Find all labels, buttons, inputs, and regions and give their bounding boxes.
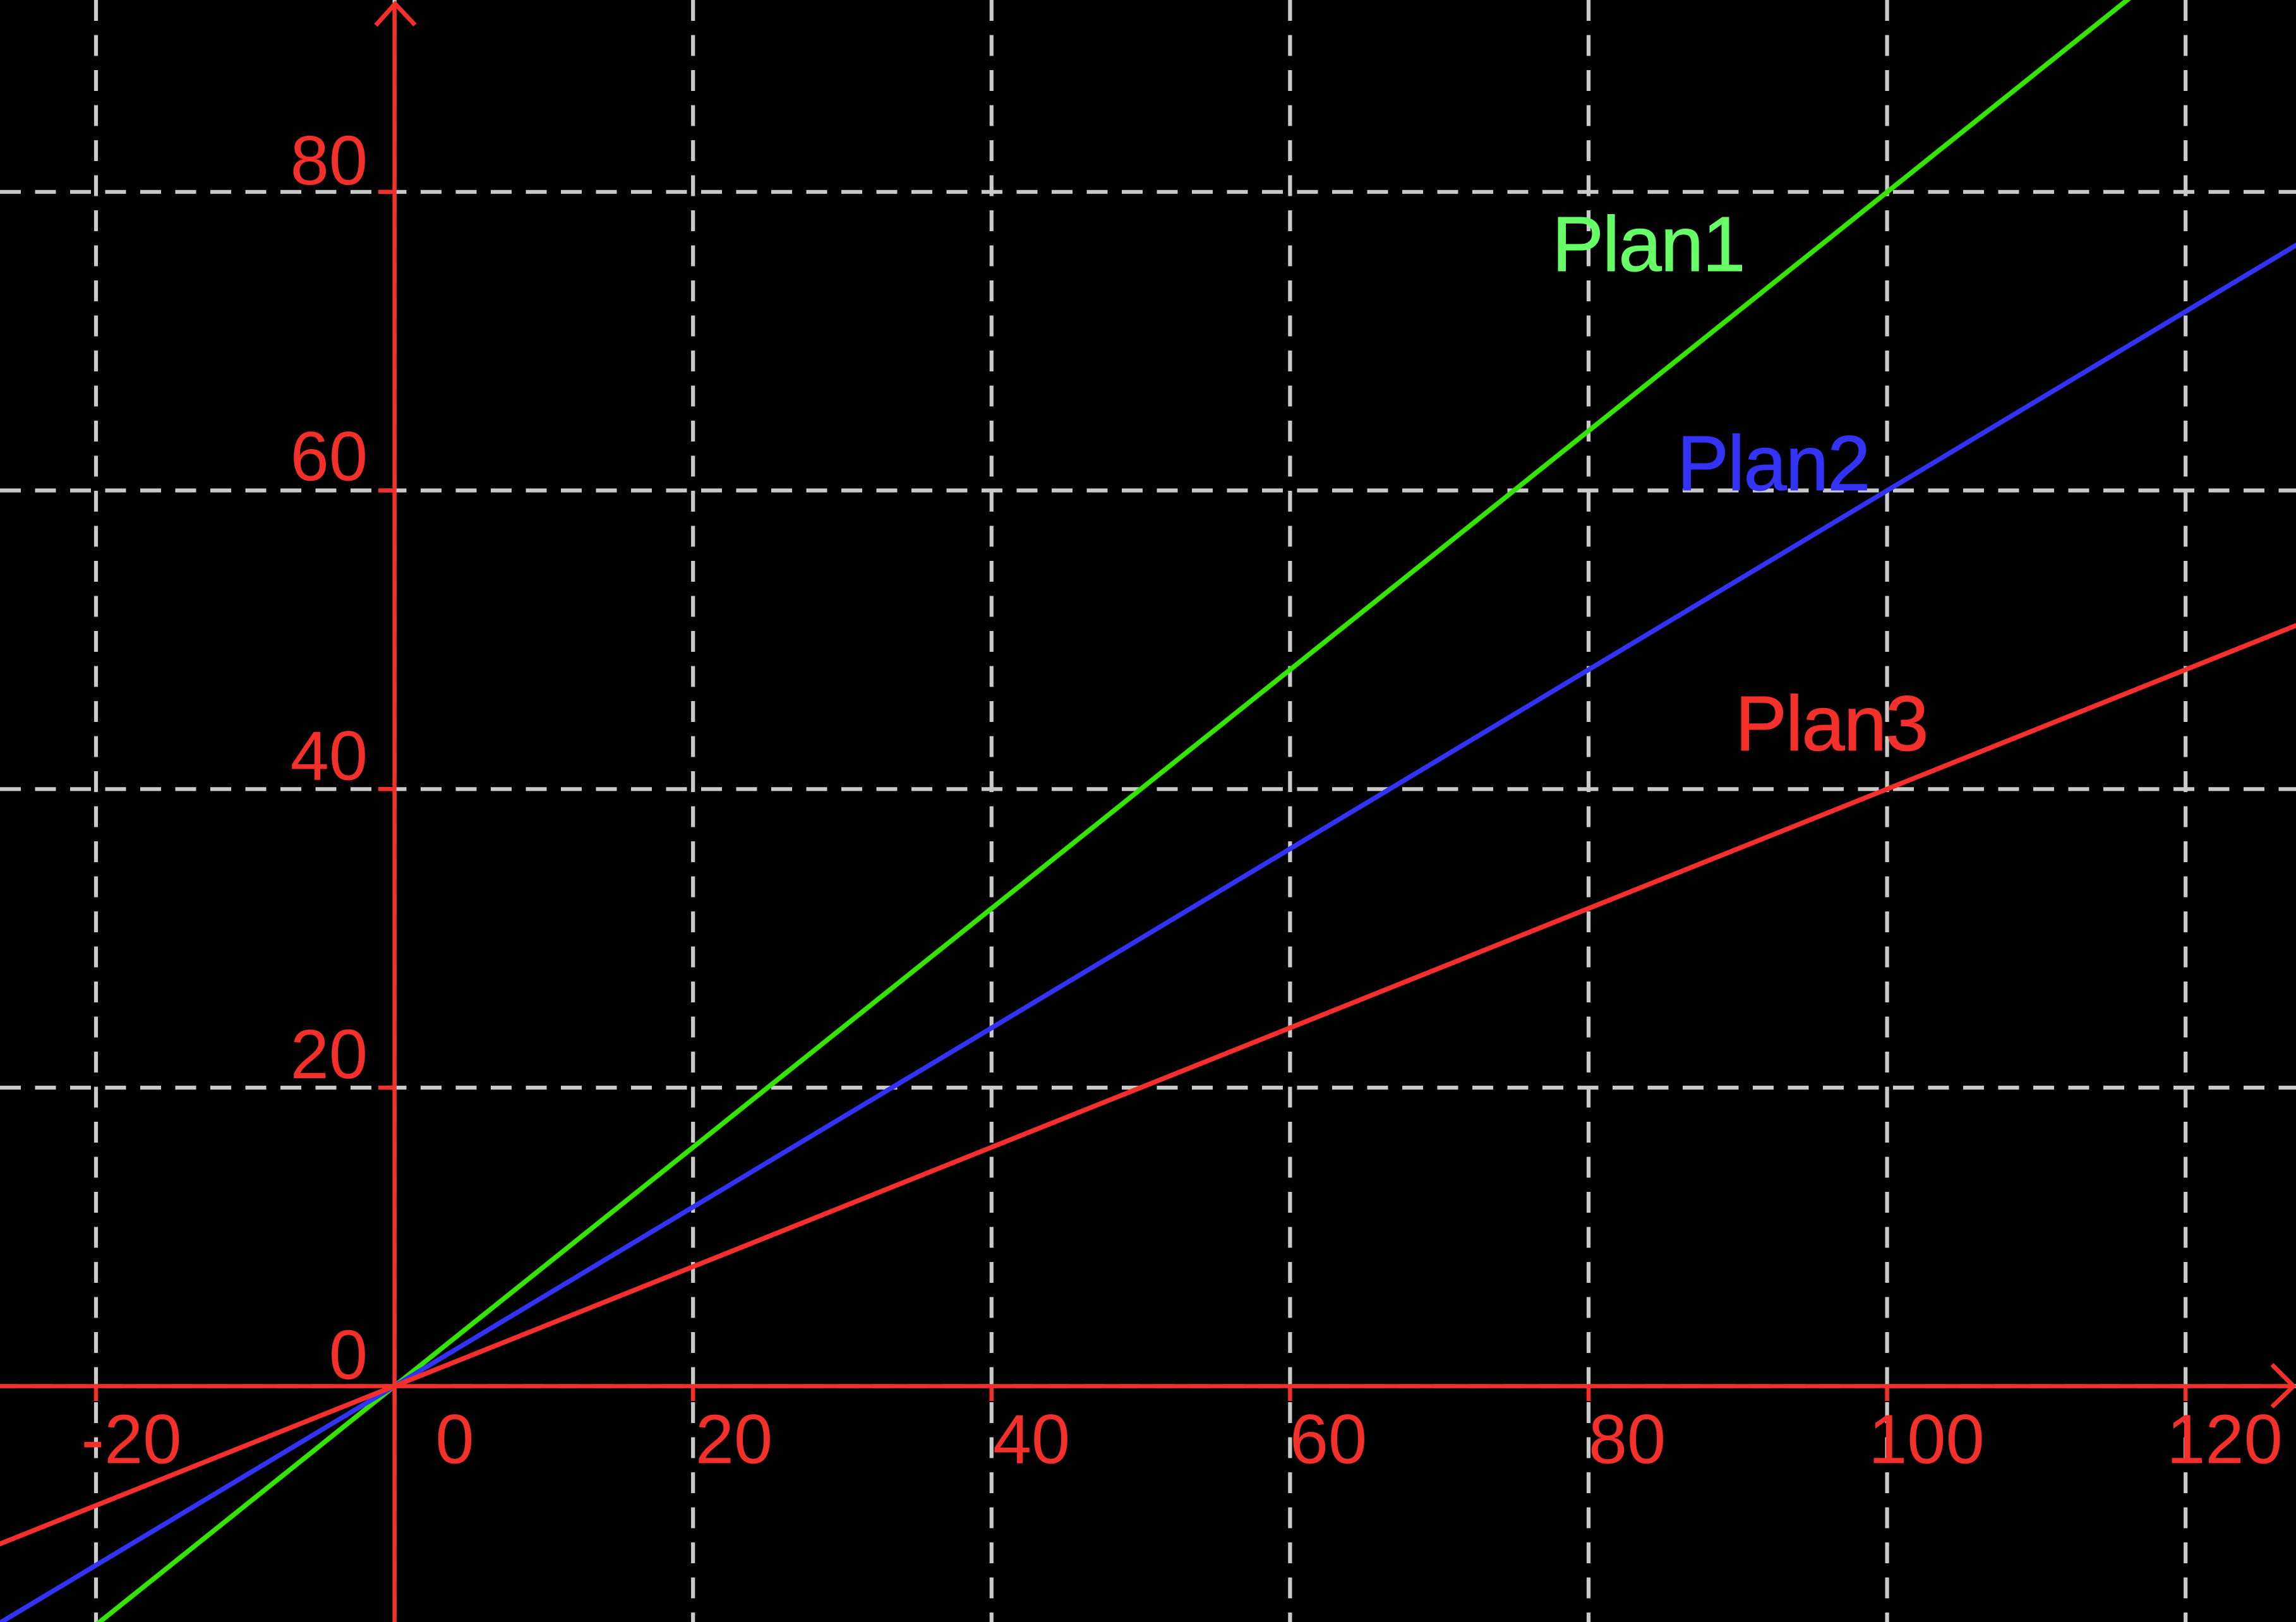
- svg-text:-20: -20: [81, 1401, 182, 1479]
- svg-text:60: 60: [1290, 1401, 1367, 1479]
- svg-text:Plan1: Plan1: [1552, 201, 1745, 288]
- svg-text:40: 40: [993, 1401, 1070, 1479]
- svg-text:40: 40: [291, 718, 368, 795]
- svg-text:60: 60: [291, 418, 368, 496]
- svg-text:100: 100: [1868, 1401, 1985, 1479]
- svg-text:0: 0: [329, 1316, 368, 1394]
- svg-text:20: 20: [291, 1016, 368, 1093]
- svg-text:120: 120: [2167, 1401, 2283, 1479]
- svg-text:0: 0: [435, 1401, 474, 1479]
- svg-text:80: 80: [291, 122, 368, 200]
- svg-text:Plan3: Plan3: [1735, 681, 1928, 767]
- svg-text:Plan2: Plan2: [1677, 421, 1870, 507]
- svg-text:20: 20: [695, 1401, 772, 1479]
- svg-text:80: 80: [1589, 1401, 1666, 1479]
